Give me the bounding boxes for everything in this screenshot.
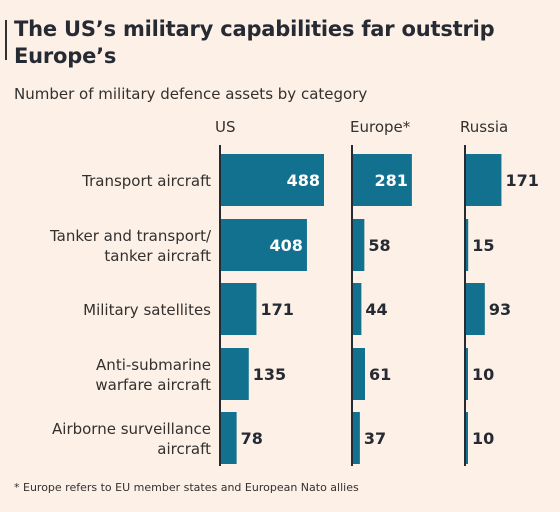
data-label: 408 xyxy=(270,236,303,255)
data-label: 281 xyxy=(374,171,407,190)
category-label: tanker aircraft xyxy=(104,247,211,265)
data-label: 93 xyxy=(489,300,511,319)
bar xyxy=(352,348,365,400)
data-label: 171 xyxy=(505,171,538,190)
category-label: Military satellites xyxy=(83,301,211,319)
data-label: 135 xyxy=(253,365,286,384)
category-label: Anti-submarine xyxy=(96,356,211,374)
data-label: 10 xyxy=(472,429,494,448)
category-label: Airborne surveillance xyxy=(52,420,211,438)
category-label: aircraft xyxy=(157,440,211,458)
bar xyxy=(352,412,360,464)
category-label: Tanker and transport/ xyxy=(49,227,212,245)
series-header: Europe* xyxy=(350,118,411,136)
category-label: Transport aircraft xyxy=(81,172,211,190)
data-label: 78 xyxy=(241,429,263,448)
bar xyxy=(465,412,468,464)
bar xyxy=(352,219,365,271)
bar xyxy=(220,412,237,464)
bar xyxy=(352,154,412,206)
data-label: 44 xyxy=(365,300,387,319)
data-label: 171 xyxy=(260,300,293,319)
data-label: 61 xyxy=(369,365,391,384)
chart-subtitle: Number of military defence assets by cat… xyxy=(14,85,368,103)
data-label: 15 xyxy=(472,236,494,255)
bar xyxy=(465,348,468,400)
title-accent-line xyxy=(5,20,7,60)
bar xyxy=(220,283,257,335)
bar xyxy=(220,219,307,271)
bar xyxy=(352,283,362,335)
bar xyxy=(465,219,469,271)
bar xyxy=(220,348,249,400)
category-label: warfare aircraft xyxy=(95,376,211,394)
data-label: 10 xyxy=(472,365,494,384)
data-label: 58 xyxy=(368,236,390,255)
bar xyxy=(465,283,485,335)
series-header: US xyxy=(215,118,236,136)
bar xyxy=(465,154,502,206)
data-label: 37 xyxy=(364,429,386,448)
bar xyxy=(220,154,324,206)
series-header: Russia xyxy=(460,118,508,136)
chart-title: The US’s military capabilities far outst… xyxy=(14,17,495,68)
data-label: 488 xyxy=(287,171,320,190)
chart-footnote: * Europe refers to EU member states and … xyxy=(14,481,359,494)
